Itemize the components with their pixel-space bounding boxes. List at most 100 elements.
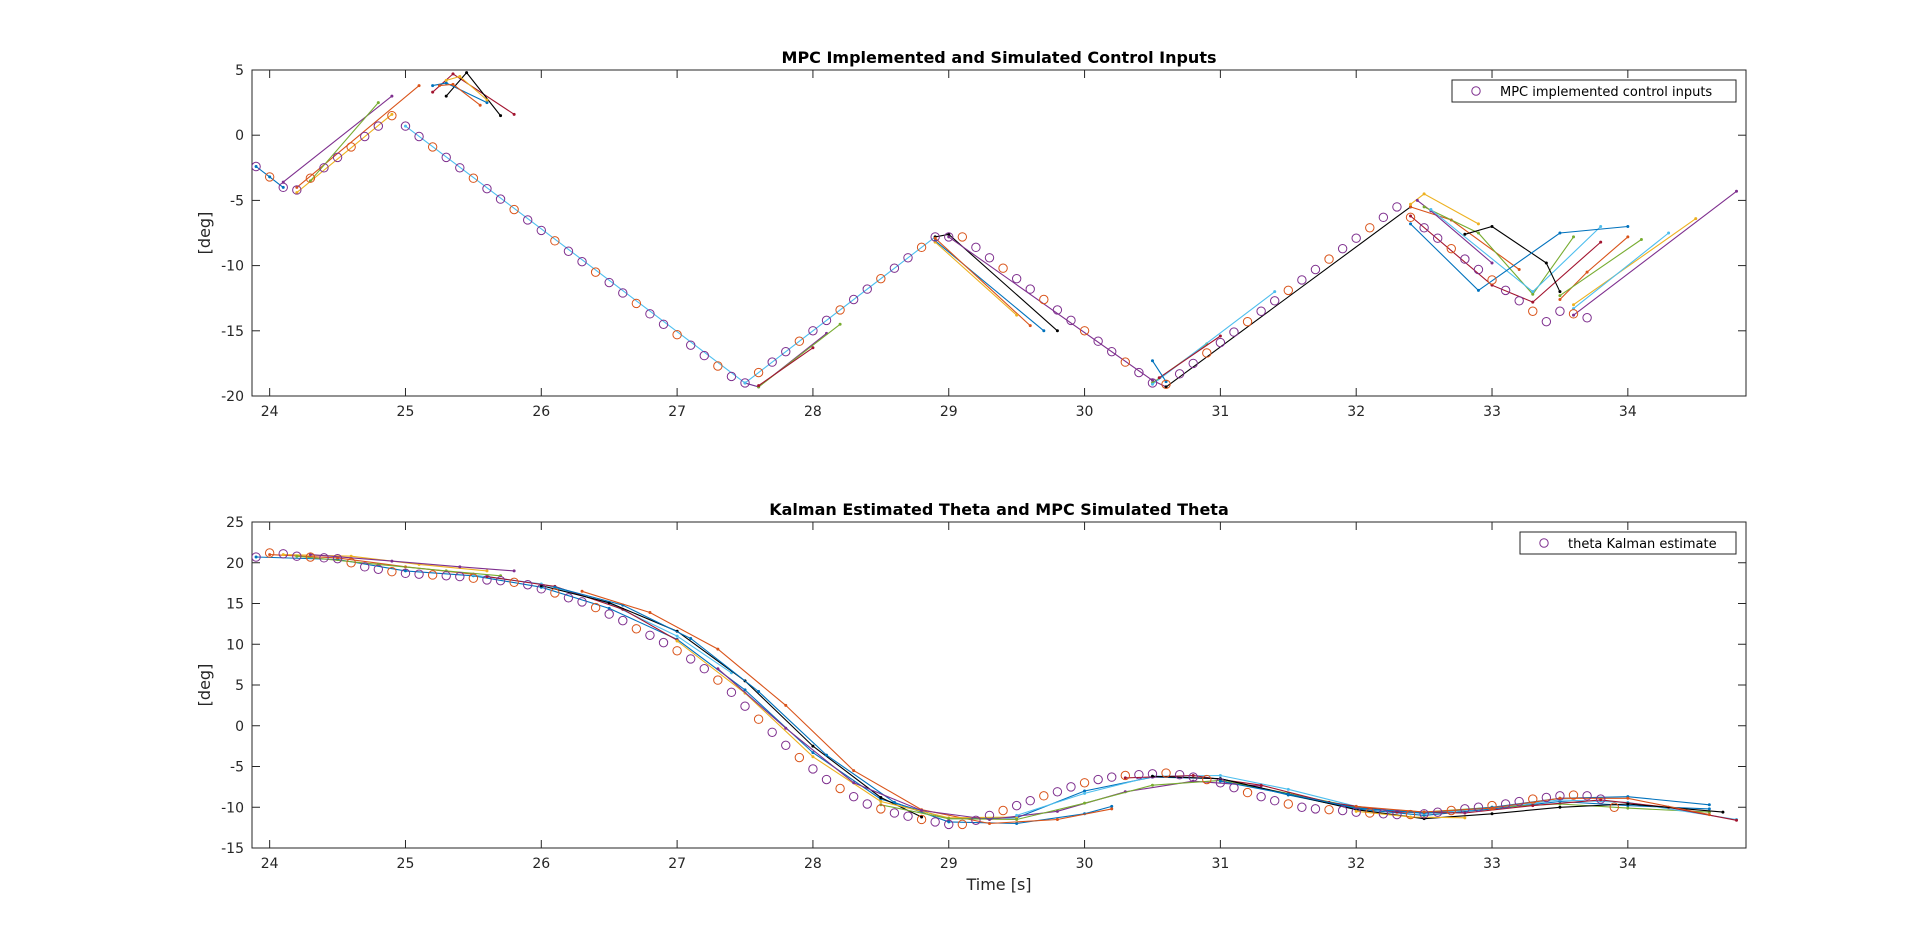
top-marker-point — [808, 326, 818, 336]
bottom-series-point — [1015, 817, 1019, 821]
bottom-marker-point — [319, 553, 329, 563]
top-marker-point — [1242, 316, 1253, 327]
top-marker-point — [509, 204, 519, 215]
top-marker-point — [903, 253, 913, 263]
bottom-series-point — [1110, 807, 1114, 811]
bottom-marker-point — [1188, 772, 1198, 782]
top-marker-point — [645, 309, 655, 319]
bottom-marker-point — [1297, 802, 1307, 812]
top-series-point — [1028, 324, 1032, 328]
bottom-x-tick-label: 29 — [940, 856, 958, 872]
top-series-line — [282, 95, 393, 183]
bottom-series-point — [1123, 776, 1127, 780]
bottom-chart-title: Kalman Estimated Theta and MPC Simulated… — [769, 500, 1229, 519]
bottom-series-point — [254, 555, 258, 559]
top-marker-point — [1120, 357, 1131, 367]
top-series-line — [1559, 239, 1642, 297]
bottom-series-point — [1055, 809, 1059, 813]
top-marker-point — [672, 330, 682, 340]
top-series-point — [465, 71, 469, 75]
top-marker-point — [971, 242, 981, 253]
bottom-marker-point — [1283, 799, 1293, 809]
bottom-series-point — [892, 800, 896, 804]
top-marker-point — [1025, 284, 1035, 294]
top-series-point — [1558, 290, 1562, 294]
top-series-point — [1490, 261, 1494, 265]
bottom-series-point — [716, 667, 720, 671]
bottom-marker-point — [563, 593, 574, 603]
top-y-tick-label: -20 — [221, 389, 244, 405]
bottom-marker-point — [1120, 770, 1131, 781]
top-y-tick-label: -15 — [221, 324, 244, 340]
top-x-tick-label: 29 — [940, 404, 958, 420]
top-x-tick-label: 32 — [1347, 404, 1365, 420]
bottom-marker-point — [1432, 807, 1443, 817]
top-series-line — [1158, 335, 1221, 379]
bottom-series-point — [675, 639, 679, 643]
top-marker-point — [563, 246, 574, 256]
bottom-y-tick-label: 20 — [226, 556, 244, 572]
top-series-point — [485, 98, 489, 102]
bottom-y-tick-label: -5 — [230, 760, 244, 776]
bottom-series-point — [1083, 789, 1087, 793]
top-marker-point — [876, 273, 886, 284]
bottom-plot-area — [251, 521, 1747, 849]
top-series-point — [1164, 380, 1168, 384]
top-marker-point — [1568, 309, 1579, 319]
bottom-marker-point — [346, 558, 356, 568]
bottom-series-point — [811, 744, 815, 748]
top-series-point — [512, 112, 516, 116]
bottom-series-point — [1354, 809, 1358, 813]
top-series-point — [1490, 224, 1494, 228]
top-marker-point — [577, 256, 587, 267]
top-marker-point — [360, 131, 370, 142]
bottom-series-point — [403, 569, 407, 573]
top-marker-point — [618, 288, 628, 298]
bottom-marker-point — [1052, 787, 1063, 797]
bottom-legend: theta Kalman estimate — [1519, 531, 1737, 555]
bottom-marker-point — [1011, 800, 1022, 811]
top-series-point — [403, 124, 407, 128]
top-y-tick-label: 5 — [235, 63, 244, 79]
top-marker-point — [821, 315, 832, 326]
top-marker-point — [1147, 378, 1158, 388]
bottom-marker-point — [1229, 782, 1239, 793]
top-series-point — [499, 114, 503, 118]
bottom-legend-marker — [1539, 538, 1549, 548]
top-series-point — [1667, 231, 1671, 235]
bottom-series-point — [1721, 810, 1725, 814]
bottom-series-point — [1150, 774, 1154, 778]
bottom-y-tick-label: 5 — [235, 678, 244, 694]
top-series-point — [376, 101, 380, 105]
top-marker-point — [862, 284, 872, 294]
top-series-point — [444, 94, 448, 98]
bottom-marker-point — [740, 701, 750, 711]
bottom-y-axis-label: [deg] — [195, 664, 214, 707]
top-marker-point — [387, 110, 397, 121]
top-marker-point — [1473, 264, 1484, 275]
top-plot-content — [252, 71, 1738, 389]
bottom-marker-point — [862, 799, 872, 809]
top-series-line — [1464, 225, 1561, 292]
bottom-y-tick-label: 25 — [226, 515, 244, 531]
bottom-marker-point — [1079, 778, 1090, 788]
bottom-y-tick-label: 0 — [235, 719, 244, 735]
top-series-point — [1429, 208, 1433, 212]
bottom-marker-point — [252, 552, 261, 562]
top-marker-point — [292, 185, 302, 195]
bottom-marker-point — [523, 580, 533, 590]
bottom-marker-point — [536, 584, 546, 594]
bottom-marker-point — [889, 808, 900, 818]
bottom-series-point — [1015, 822, 1019, 826]
top-series-point — [811, 346, 815, 350]
top-marker-point — [1351, 233, 1361, 243]
top-series-point — [1734, 189, 1738, 193]
top-y-tick-label: -5 — [230, 193, 244, 209]
top-marker-point — [1256, 306, 1266, 316]
bottom-marker-point — [1541, 792, 1552, 803]
bottom-series-point — [811, 751, 815, 755]
top-series-line — [758, 347, 814, 387]
bottom-series-point — [553, 585, 557, 589]
bottom-marker-point — [1378, 809, 1389, 819]
top-series-point — [444, 78, 448, 82]
